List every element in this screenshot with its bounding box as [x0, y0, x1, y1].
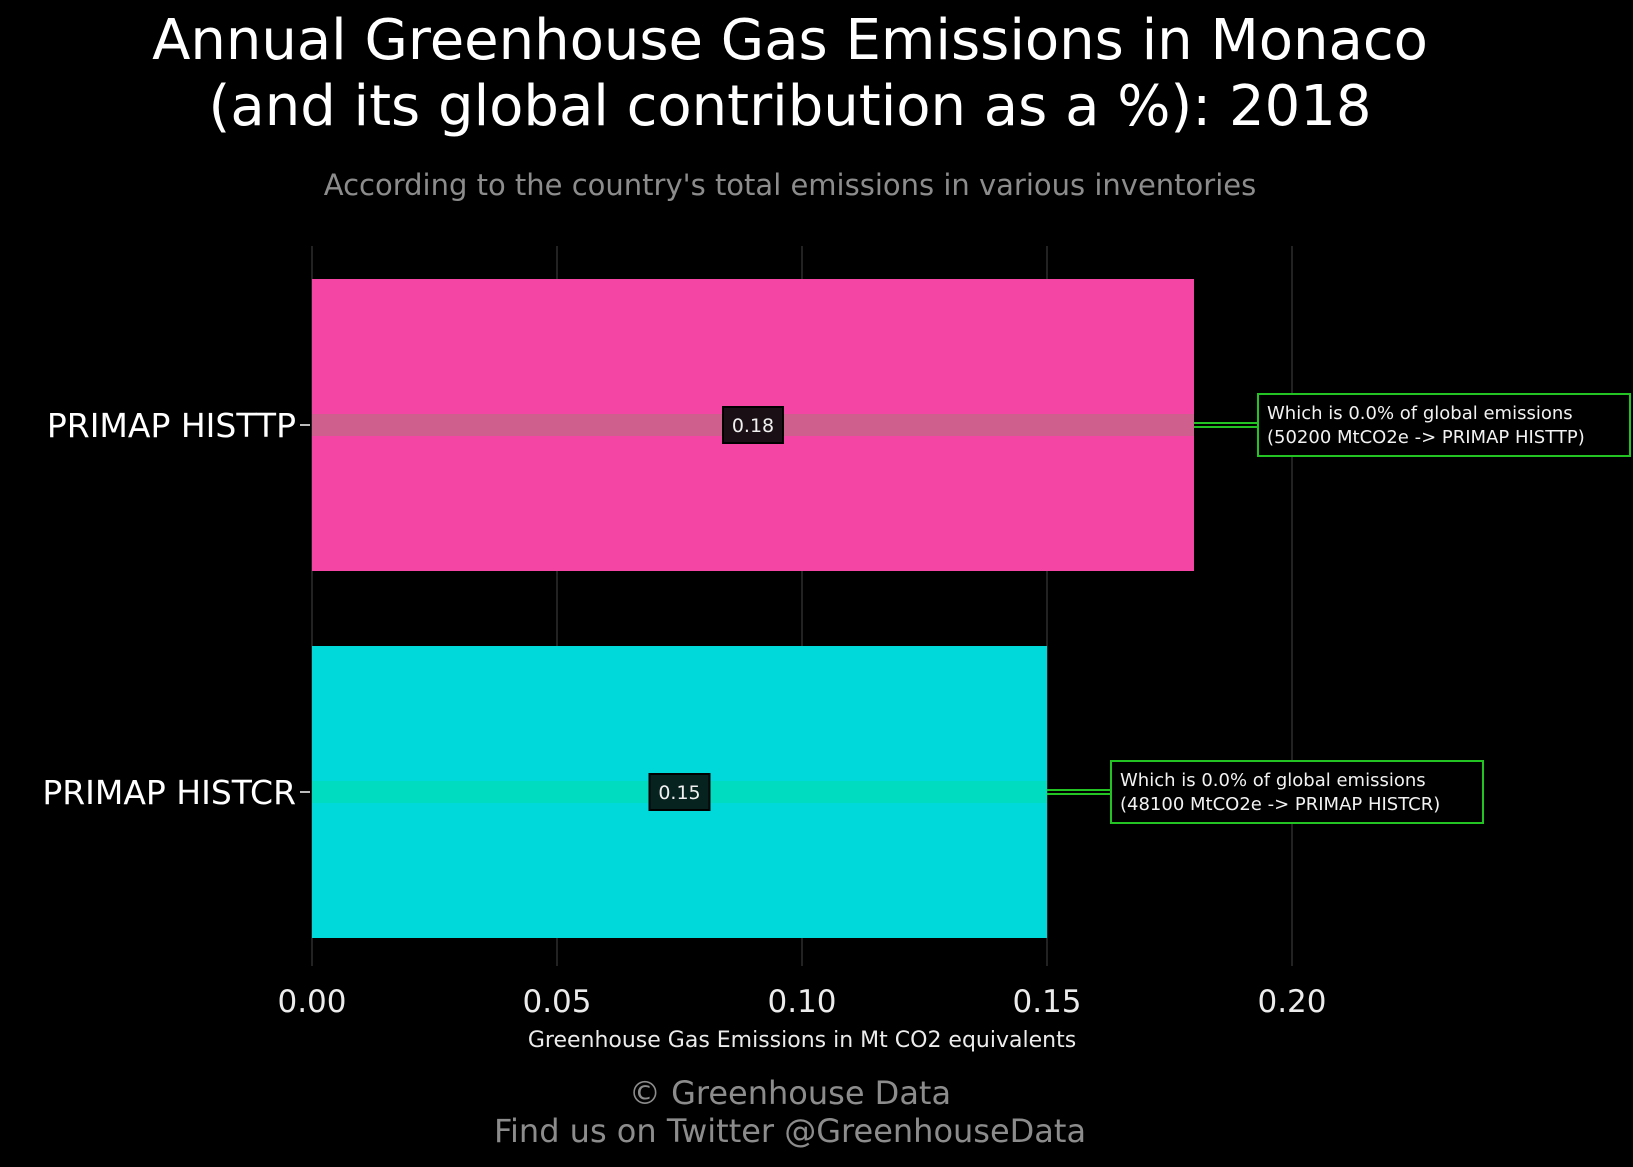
annotation-box — [1110, 760, 1484, 824]
chart-subtitle: According to the country's total emissio… — [323, 168, 1257, 202]
x-tick-label: 0.10 — [767, 984, 836, 1020]
value-label: 0.15 — [658, 782, 700, 804]
annotation-line2: (48100 MtCO2e -> PRIMAP HISTCR) — [1120, 794, 1440, 815]
annotation-line1: Which is 0.0% of global emissions — [1267, 403, 1573, 424]
x-axis-label: Greenhouse Gas Emissions in Mt CO2 equiv… — [528, 1028, 1076, 1053]
category-label: PRIMAP HISTTP — [47, 406, 296, 445]
value-label: 0.18 — [732, 415, 774, 437]
bar-chart: 0.18 PRIMAP HISTTP Which is 0.0% of global… — [42, 246, 1631, 1053]
x-tick-label: 0.20 — [1257, 984, 1326, 1020]
category-label: PRIMAP HISTCR — [42, 773, 296, 812]
x-tick-label: 0.15 — [1012, 984, 1081, 1020]
annotation-line1: Which is 0.0% of global emissions — [1120, 770, 1426, 791]
footer-copyright: © Greenhouse Data — [628, 1074, 952, 1112]
annotation-box — [1257, 393, 1631, 457]
x-tick-label: 0.05 — [522, 984, 591, 1020]
value-label-box — [722, 406, 784, 444]
x-tick-label: 0.00 — [277, 984, 346, 1020]
annotation-line2: (50200 MtCO2e -> PRIMAP HISTTP) — [1267, 427, 1585, 448]
chart-title: Annual Greenhouse Gas Emissions in Monac… — [152, 8, 1428, 139]
value-label-box — [648, 773, 711, 811]
footer-twitter: Find us on Twitter @GreenhouseData — [493, 1112, 1087, 1150]
